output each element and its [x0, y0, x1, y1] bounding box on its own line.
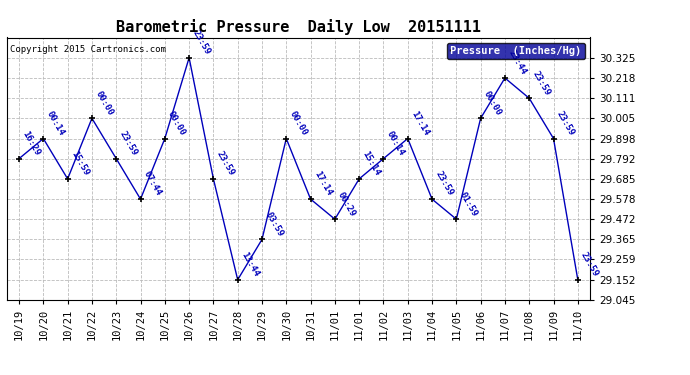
Text: 00:14: 00:14 — [385, 129, 406, 157]
Text: 13:44: 13:44 — [239, 251, 260, 278]
Text: 00:14: 00:14 — [45, 110, 66, 137]
Text: 23:59: 23:59 — [190, 28, 212, 56]
Text: 00:00: 00:00 — [93, 89, 115, 117]
Text: 00:00: 00:00 — [482, 89, 503, 117]
Text: 00:29: 00:29 — [336, 190, 357, 218]
Text: 23:59: 23:59 — [215, 150, 236, 177]
Text: 07:44: 07:44 — [142, 170, 163, 198]
Text: 01:59: 01:59 — [457, 190, 479, 218]
Text: 15:14: 15:14 — [361, 150, 382, 177]
Text: 00:00: 00:00 — [288, 110, 309, 137]
Text: Copyright 2015 Cartronics.com: Copyright 2015 Cartronics.com — [10, 45, 166, 54]
Text: 17:14: 17:14 — [409, 110, 431, 137]
Text: 23:59: 23:59 — [579, 251, 600, 278]
Text: 17:14: 17:14 — [312, 170, 333, 198]
Text: 23:59: 23:59 — [531, 69, 552, 97]
Text: 23:59: 23:59 — [555, 110, 576, 137]
Text: 23:44: 23:44 — [506, 49, 528, 76]
Text: 23:59: 23:59 — [117, 129, 139, 157]
Text: 16:29: 16:29 — [21, 129, 41, 157]
Text: 03:59: 03:59 — [264, 210, 284, 238]
Legend: Pressure  (Inches/Hg): Pressure (Inches/Hg) — [447, 43, 584, 59]
Title: Barometric Pressure  Daily Low  20151111: Barometric Pressure Daily Low 20151111 — [116, 19, 481, 35]
Text: 15:59: 15:59 — [69, 150, 90, 177]
Text: 23:59: 23:59 — [433, 170, 455, 198]
Text: 00:00: 00:00 — [166, 110, 188, 137]
